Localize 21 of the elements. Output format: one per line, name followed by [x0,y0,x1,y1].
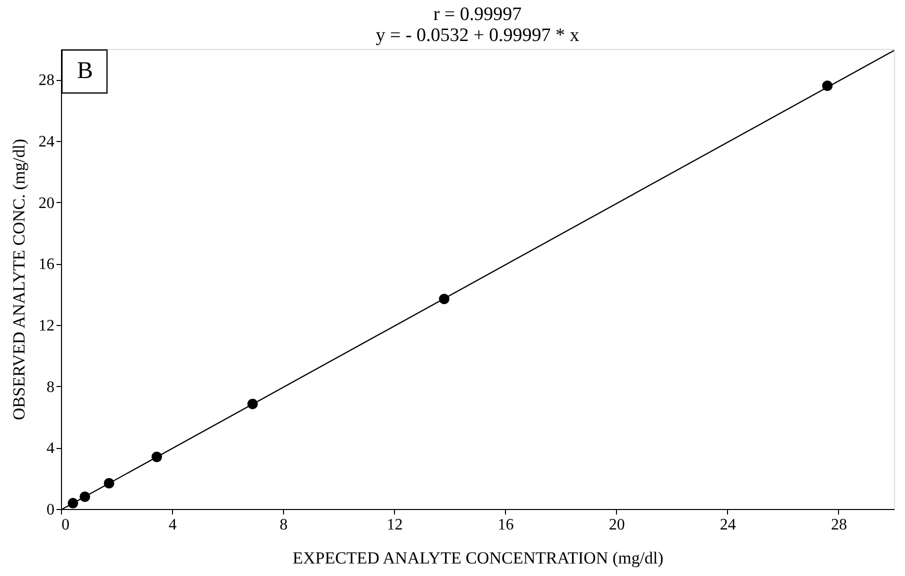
x-tick-label: 24 [720,516,736,534]
x-tick-label: 0 [62,516,70,534]
x-axis-title: EXPECTED ANALYTE CONCENTRATION (mg/dl) [292,548,664,568]
y-tick-label: 28 [38,72,54,90]
y-tick-label: 20 [38,194,54,212]
y-tick-label: 24 [38,134,54,150]
x-tick-label: 20 [608,516,625,534]
y-tick-label: 0 [46,502,54,518]
x-tick-label: 16 [498,516,514,534]
y-tick-label: 4 [46,440,54,458]
y-tick-label: 12 [38,318,54,334]
x-tick-label: 28 [830,516,847,534]
y-axis-title: OBSERVED ANALYTE CONC. (mg/dl) [10,138,28,420]
y-tick-label: 16 [38,256,54,274]
text: r = 0.99997 [433,4,522,25]
x-tick-label: 8 [280,516,288,534]
text: y = - 0.0532 + 0.99997 * x [376,25,580,46]
x-tick-label: 4 [168,516,177,534]
annotation: B [76,58,94,84]
y-tick-label: 8 [46,378,54,396]
x-tick-label: 12 [386,516,403,534]
